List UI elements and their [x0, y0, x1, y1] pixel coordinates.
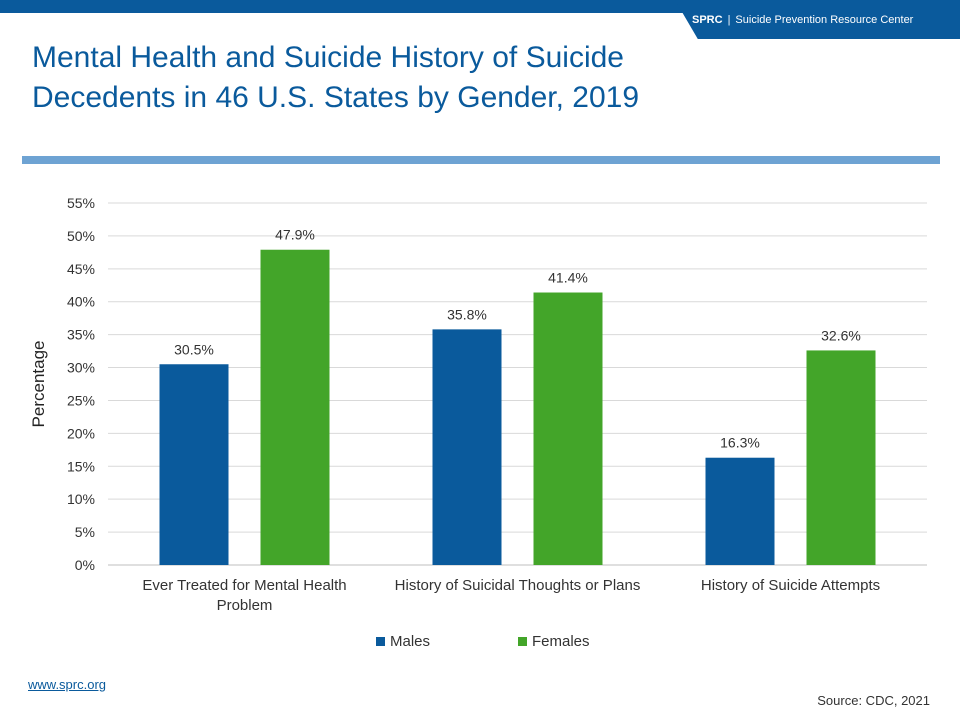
y-tick-label: 55%	[67, 195, 95, 211]
y-tick-label: 45%	[67, 261, 95, 277]
data-label-females: 47.9%	[275, 227, 315, 243]
y-tick-label: 10%	[67, 491, 95, 507]
y-tick-label: 30%	[67, 360, 95, 376]
legend-label-males: Males	[390, 633, 431, 650]
legend-item-males: Males	[376, 633, 430, 650]
accent-divider	[22, 156, 940, 164]
y-tick-label: 35%	[67, 327, 95, 343]
data-label-males: 30.5%	[174, 341, 214, 357]
data-label-males: 16.3%	[720, 435, 760, 451]
title-line-1: Mental Health and Suicide History of Sui…	[32, 41, 624, 74]
y-tick-label: 0%	[75, 557, 95, 573]
y-tick-label: 40%	[67, 294, 95, 310]
data-label-males: 35.8%	[447, 306, 487, 322]
brand-separator: |	[727, 14, 731, 26]
y-tick-label: 15%	[67, 458, 95, 474]
slide-title: Mental Health and Suicide History of Sui…	[32, 38, 712, 118]
data-label-females: 32.6%	[821, 327, 861, 343]
bar-females-1	[533, 292, 603, 565]
org-abbreviation: SPRC	[692, 14, 723, 26]
x-category-label: Ever Treated for Mental Health	[142, 577, 346, 594]
bar-females-2	[806, 350, 876, 565]
legend-swatch-females	[518, 637, 527, 646]
brand-line: SPRC | Suicide Prevention Resource Center	[692, 14, 913, 26]
legend-swatch-males	[376, 637, 385, 646]
org-name: Suicide Prevention Resource Center	[735, 14, 914, 26]
y-tick-label: 50%	[67, 228, 95, 244]
legend-label-females: Females	[532, 633, 590, 650]
chart-legend: Males Females	[0, 633, 960, 653]
bar-males-0	[159, 364, 229, 565]
bar-females-0	[260, 249, 330, 566]
y-tick-label: 20%	[67, 425, 95, 441]
x-category-label: History of Suicidal Thoughts or Plans	[395, 577, 641, 594]
legend-item-females: Females	[518, 633, 590, 650]
data-label-females: 41.4%	[548, 270, 588, 286]
x-category-label: Problem	[217, 597, 273, 614]
x-category-label: History of Suicide Attempts	[701, 577, 880, 594]
bar-males-2	[705, 457, 775, 565]
source-note: Source: CDC, 2021	[817, 693, 930, 708]
bar-males-1	[432, 329, 502, 565]
y-tick-label: 5%	[75, 524, 95, 540]
title-line-2: Decedents in 46 U.S. States by Gender, 2…	[32, 81, 640, 114]
y-tick-label: 25%	[67, 392, 95, 408]
header-brand-tab	[675, 0, 960, 39]
y-axis-title: Percentage	[29, 341, 48, 428]
website-link[interactable]: www.sprc.org	[28, 677, 107, 692]
